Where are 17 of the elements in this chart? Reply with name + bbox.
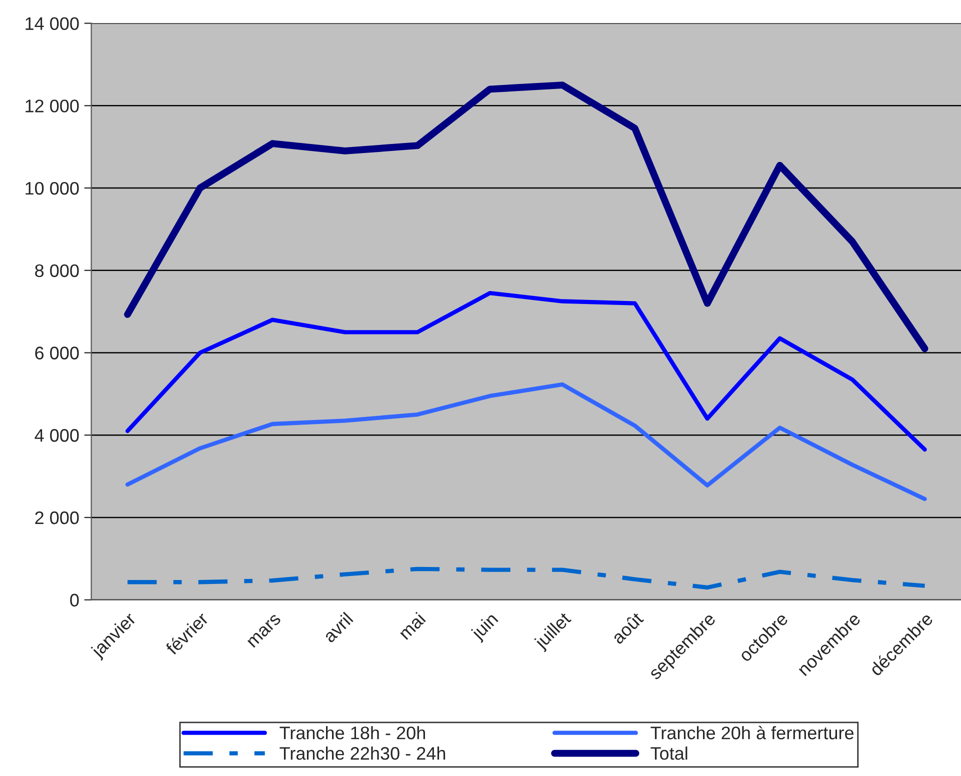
y-tick-label: 6 000 [35, 346, 79, 360]
x-tick-label: juin [470, 612, 501, 644]
y-tick-label: 4 000 [34, 429, 79, 442]
x-tick-label: août [610, 611, 644, 645]
legend-label: Tranche 20h à fermerture [650, 726, 854, 740]
legend-label: Tranche 18h - 20h [280, 726, 425, 740]
line-series [125, 382, 927, 502]
line-series [125, 290, 927, 452]
legend-label: Total [650, 746, 688, 760]
y-tick-label: 14 000 [26, 17, 79, 30]
legend-label: Tranche 22h30 - 24h [280, 746, 446, 760]
y-tick-label: 2 000 [35, 511, 79, 524]
y-tick-label: 12 000 [26, 100, 79, 112]
x-tick-label: mai [398, 612, 426, 640]
y-tick-label: 10 000 [26, 182, 79, 195]
y-tick-label: 0 [70, 594, 79, 607]
y-tick-label: 8 000 [35, 264, 79, 278]
